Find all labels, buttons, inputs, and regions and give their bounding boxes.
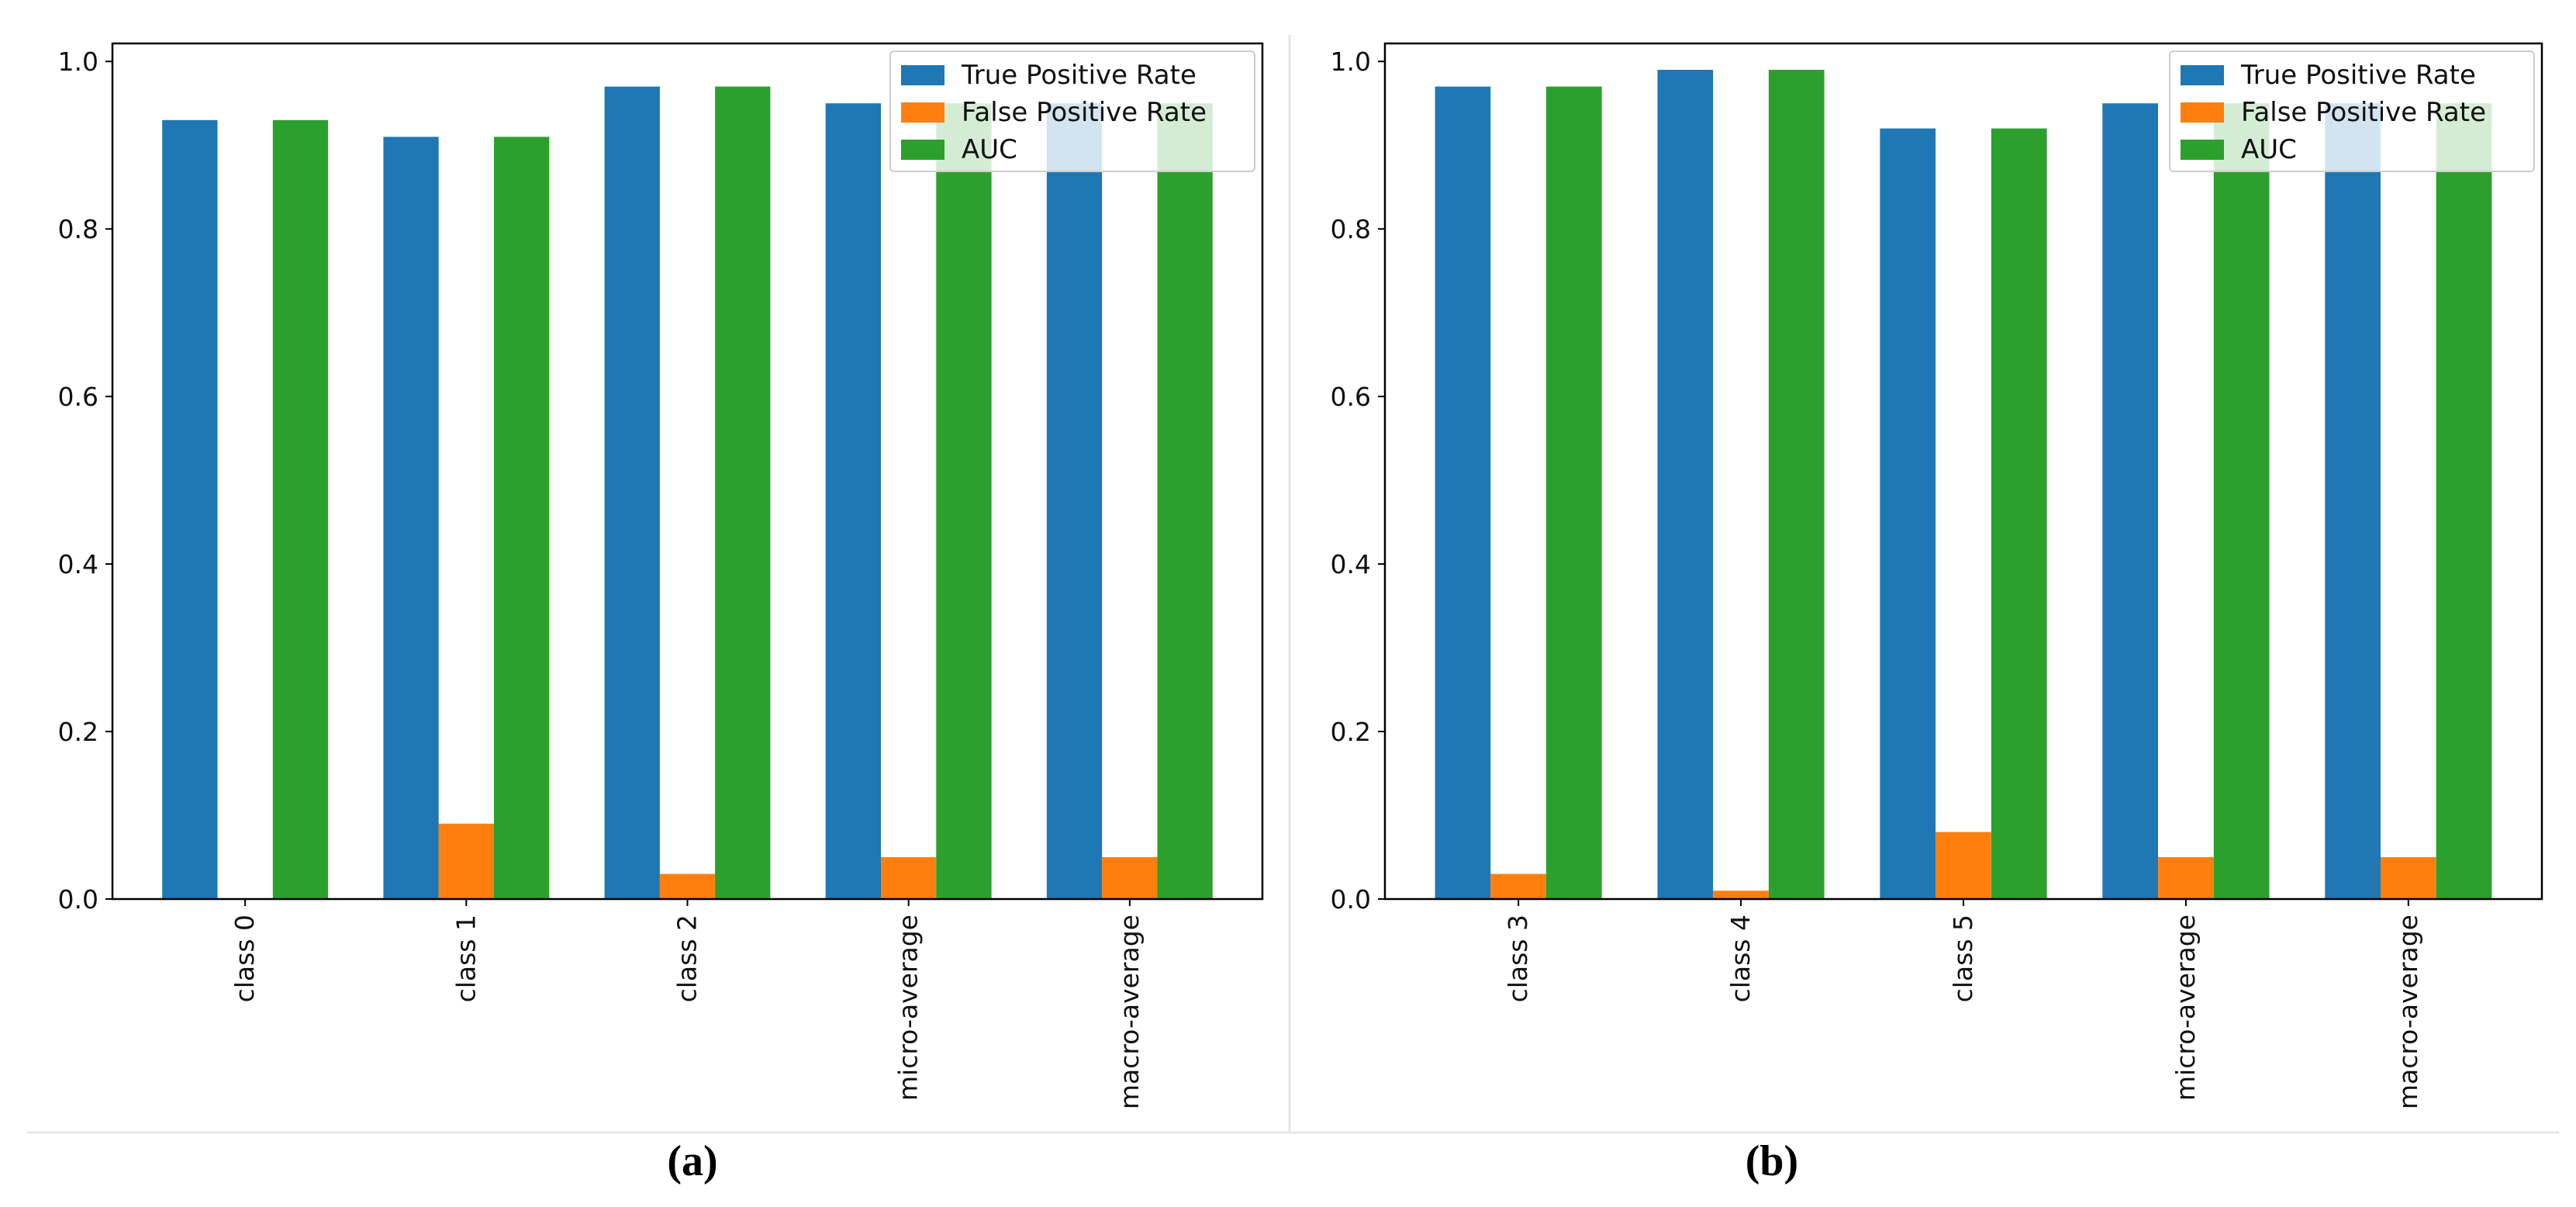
- bar-fpr-class-5: [1935, 832, 1991, 899]
- bar-auc-class-2: [715, 86, 771, 900]
- bar-auc-class-5: [1991, 128, 2047, 900]
- legend: True Positive Rate False Positive Rate AUC: [889, 50, 1255, 172]
- x-tick-label: class 5: [1948, 915, 1978, 1002]
- chart-panel-b: class 3 class 4 class 5 micro-average macro-…: [1331, 42, 2543, 1185]
- legend-label-fpr: False Positive Rate: [2241, 97, 2486, 128]
- legend-swatch-tpr: [901, 65, 944, 85]
- legend-label-fpr: False Positive Rate: [962, 97, 1207, 128]
- x-tick-label: macro-average: [2393, 915, 2423, 1109]
- bar-auc-class-1: [494, 137, 550, 899]
- legend-swatch-tpr: [2181, 65, 2224, 85]
- x-tick-label: micro-average: [893, 915, 924, 1101]
- bar-tpr-class-0: [162, 119, 218, 900]
- bar-auc-micro-average: [936, 103, 992, 900]
- y-tick-label: 1.0: [58, 47, 98, 77]
- bar-tpr-class-3: [1435, 86, 1491, 900]
- x-tick-label: class 0: [230, 915, 260, 1002]
- y-tick-label: 0.6: [1331, 382, 1371, 412]
- bar-tpr-macro-average: [1046, 103, 1103, 900]
- y-tick-label: 0.4: [1331, 549, 1371, 579]
- y-tick-label: 0.0: [1331, 884, 1371, 915]
- bar-fpr-macro-average: [2381, 857, 2436, 899]
- bar-tpr-class-5: [1880, 128, 1936, 900]
- plot-frame: [111, 42, 1264, 901]
- bar-tpr-micro-average: [825, 103, 881, 900]
- panel-label: (a): [667, 1137, 717, 1185]
- plot-frame: [1383, 42, 2543, 901]
- legend-swatch-fpr: [901, 102, 944, 123]
- legend-label-tpr: True Positive Rate: [961, 60, 1196, 91]
- legend-box: [889, 50, 1255, 172]
- y-tick-label: 1.0: [1331, 47, 1371, 77]
- legend-label-auc: AUC: [962, 134, 1017, 165]
- x-tick-label: micro-average: [2170, 915, 2201, 1101]
- x-tick-label: class 2: [672, 915, 703, 1002]
- y-tick-label: 0.6: [58, 382, 98, 412]
- bar-fpr-class-3: [1490, 873, 1546, 899]
- legend-label-auc: AUC: [2241, 134, 2297, 165]
- bar-fpr-micro-average: [881, 857, 937, 899]
- bar-tpr-class-4: [1657, 70, 1714, 899]
- y-tick-label: 0.0: [58, 884, 98, 915]
- x-tick-label: macro-average: [1114, 915, 1145, 1109]
- legend-box: [2169, 50, 2535, 172]
- y-tick-label: 0.2: [1331, 717, 1371, 747]
- bar-auc-macro-average: [1157, 103, 1213, 900]
- panel-label: (b): [1746, 1137, 1798, 1185]
- legend-swatch-auc: [2181, 140, 2224, 160]
- bar-fpr-class-1: [438, 823, 494, 899]
- bar-auc-class-4: [1768, 70, 1825, 899]
- legend: True Positive Rate False Positive Rate AUC: [2169, 50, 2535, 172]
- bar-auc-class-3: [1546, 86, 1602, 900]
- bar-fpr-macro-average: [1102, 857, 1158, 899]
- y-tick-label: 0.8: [1331, 214, 1371, 244]
- bar-tpr-macro-average: [2325, 103, 2381, 900]
- bar-auc-micro-average: [2213, 103, 2270, 900]
- y-tick-label: 0.8: [58, 214, 98, 244]
- x-tick-label: class 3: [1503, 915, 1533, 1002]
- bar-auc-macro-average: [2436, 103, 2492, 900]
- bar-auc-class-0: [272, 119, 329, 900]
- x-tick-label: class 4: [1725, 915, 1756, 1002]
- y-tick-label: 0.4: [58, 549, 98, 579]
- bar-tpr-class-2: [604, 86, 660, 900]
- legend-swatch-auc: [901, 140, 944, 160]
- legend-swatch-fpr: [2181, 102, 2224, 123]
- bar-tpr-class-1: [383, 137, 439, 899]
- y-tick-label: 0.2: [58, 717, 98, 747]
- bar-fpr-class-4: [1713, 891, 1769, 899]
- bar-fpr-class-2: [659, 873, 716, 899]
- bar-tpr-micro-average: [2102, 103, 2158, 900]
- x-tick-label: class 1: [451, 915, 481, 1002]
- legend-label-tpr: True Positive Rate: [2240, 60, 2476, 91]
- bar-fpr-micro-average: [2158, 857, 2214, 899]
- chart-panel-a: class 0 class 1 class 2 micro-average macro-…: [58, 42, 1264, 1185]
